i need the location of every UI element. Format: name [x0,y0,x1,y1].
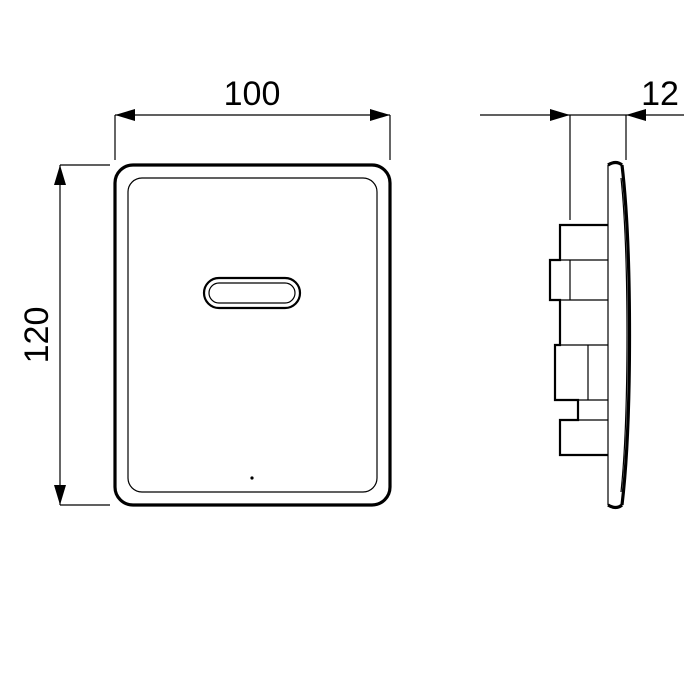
dim-label-120: 120 [18,307,56,364]
side-plate-front-curve [622,165,630,505]
side-internal-block [550,225,608,455]
front-bottom-dot [250,476,253,479]
dimension-height-120: 120 [18,165,110,505]
front-view [115,165,390,505]
dim-label-12: 12 [641,75,679,113]
dim-label-100: 100 [224,75,281,113]
front-inner-rect [128,178,377,492]
side-view [550,163,630,508]
dimension-width-100: 100 [115,75,390,160]
dimension-depth-12: 12 [480,75,684,220]
front-slot [204,278,300,308]
front-outer-rect [115,165,390,505]
